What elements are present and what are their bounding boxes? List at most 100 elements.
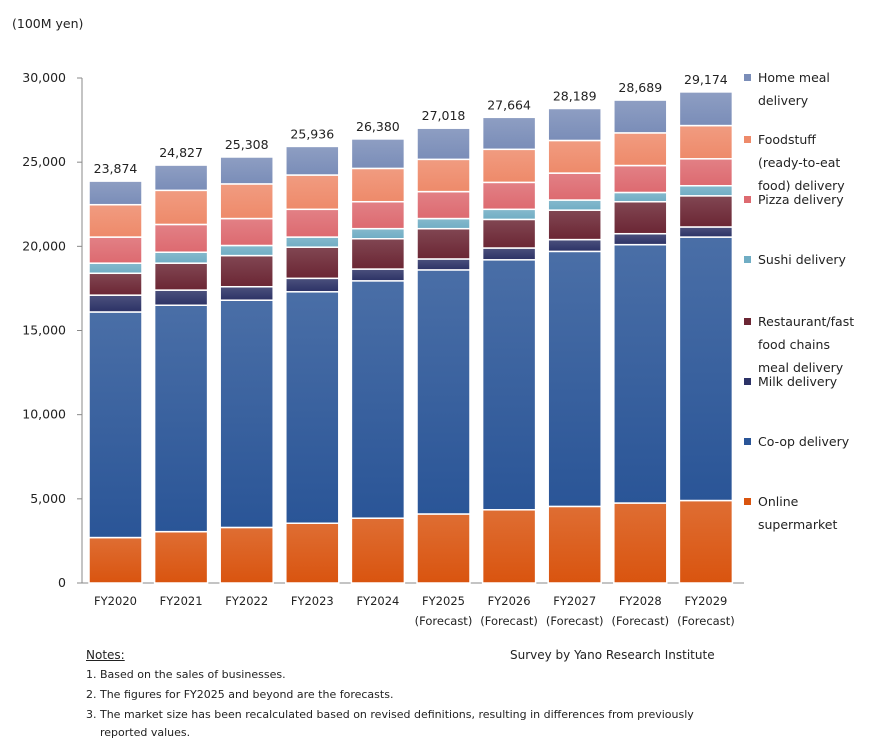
bar-segment-pizza-delivery	[613, 164, 668, 194]
bar-segment-online-supermarket	[678, 499, 734, 584]
x-tick-sublabel: (Forecast)	[677, 614, 735, 628]
bar-segment-foodstuff-ready-to-eat-food-delivery	[613, 132, 668, 167]
legend-label: Home meal delivery	[758, 70, 830, 108]
bar-segment-foodstuff-ready-to-eat-food-delivery	[219, 183, 274, 220]
x-tick-label: FY2025	[422, 594, 465, 608]
bar-segment-restaurant-fast-food-chains-meal-delivery	[678, 195, 734, 228]
bar-segment-milk-delivery	[350, 268, 406, 282]
bar-segment-sushi-delivery	[547, 199, 602, 211]
bar-segment-pizza-delivery	[416, 190, 471, 220]
bar-segment-online-supermarket	[350, 517, 406, 584]
bar-segment-co-op-delivery	[481, 259, 537, 511]
x-tick-sublabel: (Forecast)	[480, 614, 538, 628]
bar-segment-online-supermarket	[547, 505, 602, 584]
bar-segment-online-supermarket	[219, 526, 274, 584]
bar-segment-pizza-delivery	[350, 200, 406, 230]
bar-segment-co-op-delivery	[350, 280, 406, 519]
note-3: 3. The market size has been recalculated…	[86, 708, 694, 721]
x-tick-sublabel: (Forecast)	[546, 614, 604, 628]
bar-segment-milk-delivery	[613, 232, 668, 246]
bar-segment-restaurant-fast-food-chains-meal-delivery	[285, 246, 340, 280]
bar-segment-online-supermarket	[153, 530, 209, 584]
legend-label: Sushi delivery	[758, 252, 846, 267]
bar-segment-restaurant-fast-food-chains-meal-delivery	[613, 200, 668, 235]
x-tick-sublabel: (Forecast)	[415, 614, 473, 628]
bar-segment-co-op-delivery	[153, 304, 209, 533]
bar-segment-foodstuff-ready-to-eat-food-delivery	[547, 139, 602, 174]
bar-segment-co-op-delivery	[678, 236, 734, 502]
y-tick-label: 30,000	[22, 70, 66, 85]
bar-segment-restaurant-fast-food-chains-meal-delivery	[481, 218, 537, 249]
legend-item: Co-op delivery	[744, 430, 873, 453]
bar-segment-restaurant-fast-food-chains-meal-delivery	[547, 209, 602, 241]
y-tick-label: 0	[58, 575, 66, 590]
unit-label: (100M yen)	[12, 16, 83, 31]
bar-segment-pizza-delivery	[219, 217, 274, 247]
bar-segment-co-op-delivery	[285, 291, 340, 524]
bar-segment-sushi-delivery	[153, 251, 209, 264]
bar-segment-sushi-delivery	[88, 262, 143, 275]
bar-segment-home-meal-delivery	[547, 107, 602, 142]
total-label: 29,174	[684, 72, 728, 87]
legend-swatch	[744, 378, 751, 385]
bar-segment-sushi-delivery	[613, 191, 668, 203]
legend-swatch	[744, 256, 751, 263]
bar-segment-online-supermarket	[416, 513, 471, 584]
total-label: 25,308	[225, 137, 269, 152]
bar-segment-home-meal-delivery	[613, 99, 668, 134]
bar-segment-pizza-delivery	[547, 172, 602, 201]
legend-item: Online supermarket	[744, 490, 853, 536]
bar-segment-sushi-delivery	[350, 227, 406, 240]
source-text: Survey by Yano Research Institute	[510, 648, 715, 662]
bar-segment-co-op-delivery	[613, 243, 668, 504]
bar-segment-pizza-delivery	[153, 223, 209, 253]
bar-segment-online-supermarket	[88, 536, 143, 584]
bar-segment-online-supermarket	[481, 509, 537, 584]
bar-segment-sushi-delivery	[416, 217, 471, 230]
notes-heading: Notes:	[86, 648, 125, 662]
y-tick-label: 20,000	[22, 238, 66, 253]
bar-segment-pizza-delivery	[481, 181, 537, 211]
x-tick-label: FY2024	[356, 594, 399, 608]
total-label: 25,936	[290, 126, 334, 141]
bar-segment-co-op-delivery	[219, 299, 274, 529]
bar-segment-sushi-delivery	[678, 184, 734, 197]
bar-segment-milk-delivery	[285, 277, 340, 293]
bar-segment-co-op-delivery	[547, 250, 602, 508]
legend-label: Co-op delivery	[758, 434, 850, 449]
legend-item: Pizza delivery	[744, 188, 873, 211]
legend-item: Home meal delivery	[744, 66, 848, 112]
bar-segment-online-supermarket	[285, 522, 340, 584]
y-tick-label: 15,000	[22, 323, 66, 338]
x-tick-label: FY2022	[225, 594, 268, 608]
legend-swatch	[744, 318, 751, 325]
bar-segment-co-op-delivery	[416, 269, 471, 515]
bar-segment-pizza-delivery	[88, 236, 143, 264]
note-2: 2. The figures for FY2025 and beyond are…	[86, 688, 394, 701]
legend-label: Online supermarket	[758, 494, 838, 532]
x-tick-label: FY2021	[160, 594, 203, 608]
legend-item: Restaurant/fast food chains meal deliver…	[744, 310, 863, 379]
bar-segment-co-op-delivery	[88, 311, 143, 539]
legend-label: Milk delivery	[758, 374, 838, 389]
x-tick-label: FY2026	[488, 594, 531, 608]
bar-segment-home-meal-delivery	[481, 116, 537, 151]
x-tick-label: FY2023	[291, 594, 334, 608]
bar-segment-milk-delivery	[547, 238, 602, 253]
total-label: 28,689	[618, 80, 662, 95]
legend-swatch	[744, 74, 751, 81]
note-3-cont: reported values.	[100, 726, 191, 739]
bar-segment-pizza-delivery	[678, 158, 734, 187]
x-tick-label: FY2029	[684, 594, 727, 608]
total-label: 26,380	[356, 119, 400, 134]
x-tick-label: FY2020	[94, 594, 137, 608]
bar-segment-sushi-delivery	[285, 236, 340, 248]
bar-segment-sushi-delivery	[219, 244, 274, 257]
bar-segment-milk-delivery	[678, 226, 734, 238]
legend-item: Sushi delivery	[744, 248, 873, 271]
bar-segment-foodstuff-ready-to-eat-food-delivery	[481, 148, 537, 184]
legend-swatch	[744, 136, 751, 143]
legend-label: Pizza delivery	[758, 192, 844, 207]
